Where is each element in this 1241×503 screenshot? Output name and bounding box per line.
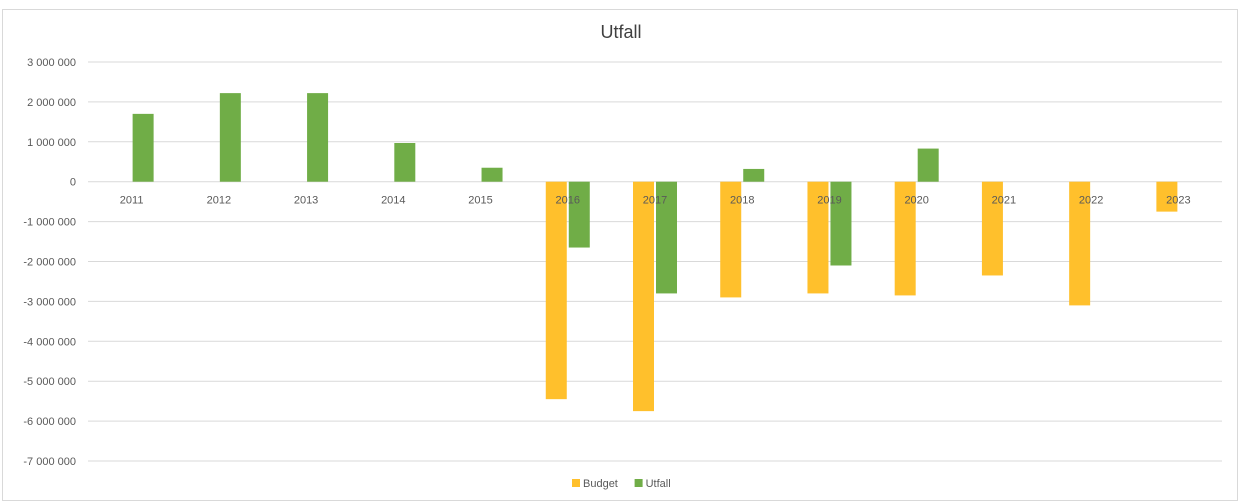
y-tick-label: 0 [70,177,76,189]
gridlines [88,61,1222,462]
bar-budget-2019 [807,181,829,294]
bar-utfall-2017 [656,181,677,294]
y-axis-tick-labels: 3 000 000 2 000 000 1 000 000 0 -1 000 000 -2… [23,57,76,468]
y-tick-label: 1 000 000 [27,137,76,149]
y-tick-label: -4 000 000 [23,336,76,348]
bar-budget-2021 [981,181,1003,276]
bar-budget-2020 [894,181,916,296]
x-tick-label: 2013 [294,195,318,207]
chart-title: Utfall [600,22,641,42]
y-tick-label: 3 000 000 [27,57,76,69]
x-tick-label: 2022 [1079,195,1103,207]
x-tick-label: 2011 [120,195,144,207]
y-tick-label: -1 000 000 [23,217,76,229]
chart-frame [2,9,1238,501]
legend-swatch-budget [572,479,580,487]
bar-budget-2017 [633,181,654,412]
legend-label-budget: Budget [583,478,618,490]
x-tick-label: 2018 [730,195,754,207]
x-tick-label: 2017 [643,195,667,207]
bar-utfall-2018 [743,168,765,182]
x-tick-label: 2021 [992,195,1016,207]
bar-budget-2016 [545,181,567,400]
x-tick-label: 2020 [904,195,928,207]
bar-utfall-2011 [132,113,154,182]
bars [132,93,1178,412]
y-tick-label: -3 000 000 [23,296,76,308]
x-tick-label: 2012 [207,195,231,207]
legend-swatch-utfall [634,479,643,487]
y-tick-label: -7 000 000 [23,456,76,468]
y-tick-label: 2 000 000 [27,97,76,109]
bar-utfall-2020 [917,148,939,182]
x-tick-label: 2015 [468,195,492,207]
y-tick-label: -6 000 000 [23,416,76,428]
bar-utfall-2014 [394,142,416,182]
legend: Budget Utfall [572,478,671,490]
bar-utfall-2015 [481,167,503,182]
x-axis-tick-labels: 2011 2012 2013 2014 2015 2016 2017 2018 2019 2020… [120,195,1191,207]
x-tick-label: 2014 [381,195,405,207]
legend-label-utfall: Utfall [646,478,671,490]
bar-budget-2023 [1156,181,1178,212]
y-tick-label: -2 000 000 [23,257,76,269]
bar-budget-2022 [1069,181,1091,306]
y-tick-label: -5 000 000 [23,376,76,388]
x-tick-label: 2019 [817,195,841,207]
bar-utfall-2019 [830,181,852,266]
x-tick-label: 2023 [1166,195,1190,207]
bar-budget-2018 [720,181,742,298]
bar-utfall-2013 [307,93,329,182]
bar-utfall-2016 [568,181,590,248]
bar-utfall-2012 [219,93,241,182]
x-tick-label: 2016 [556,195,580,207]
